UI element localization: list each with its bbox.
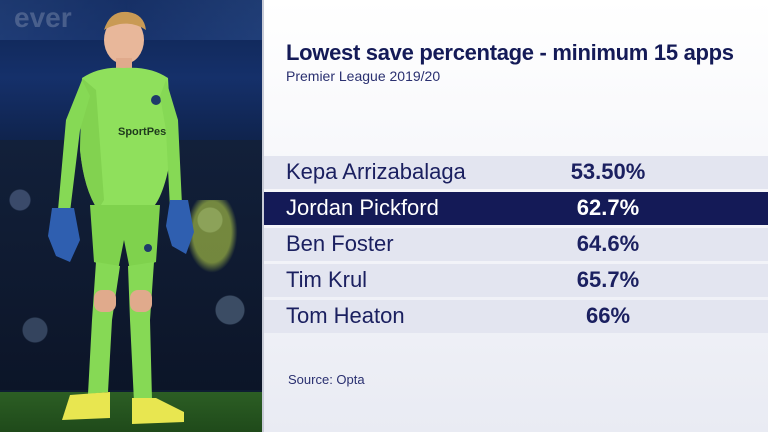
data-source: Source: Opta (288, 372, 365, 387)
graphic-subtitle: Premier League 2019/20 (286, 68, 441, 84)
stadium-signage-text: ever (14, 2, 72, 33)
panel-divider (262, 0, 264, 432)
player-name: Tim Krul (286, 267, 368, 292)
table-row: Ben Foster 64.6% (264, 228, 768, 261)
player-name: Tom Heaton (286, 303, 405, 328)
save-percentage: 64.6% (576, 231, 640, 256)
save-percentage: 66% (585, 303, 631, 328)
goalkeeper-figure: SportPes (48, 11, 194, 424)
svg-text:SportPes: SportPes (118, 126, 166, 138)
pitch-grass (0, 392, 262, 432)
table-row-highlighted: Jordan Pickford 62.7% (264, 192, 768, 225)
player-photo: ever SportPes (0, 0, 262, 432)
save-percentage: 62.7% (576, 195, 640, 220)
save-percentage: 53.50% (570, 159, 646, 184)
graphic-title: Lowest save percentage - minimum 15 apps (286, 40, 734, 65)
save-percentage: 65.7% (576, 267, 640, 292)
background-steward (182, 200, 242, 280)
player-name: Ben Foster (286, 231, 394, 256)
table-row: Tim Krul 65.7% (264, 264, 768, 297)
stats-table: Kepa Arrizabalaga 53.50% Jordan Pickford… (264, 156, 768, 336)
table-row: Tom Heaton 66% (264, 300, 768, 333)
player-name: Kepa Arrizabalaga (286, 159, 466, 184)
player-name: Jordan Pickford (286, 195, 439, 220)
table-row: Kepa Arrizabalaga 53.50% (264, 156, 768, 189)
